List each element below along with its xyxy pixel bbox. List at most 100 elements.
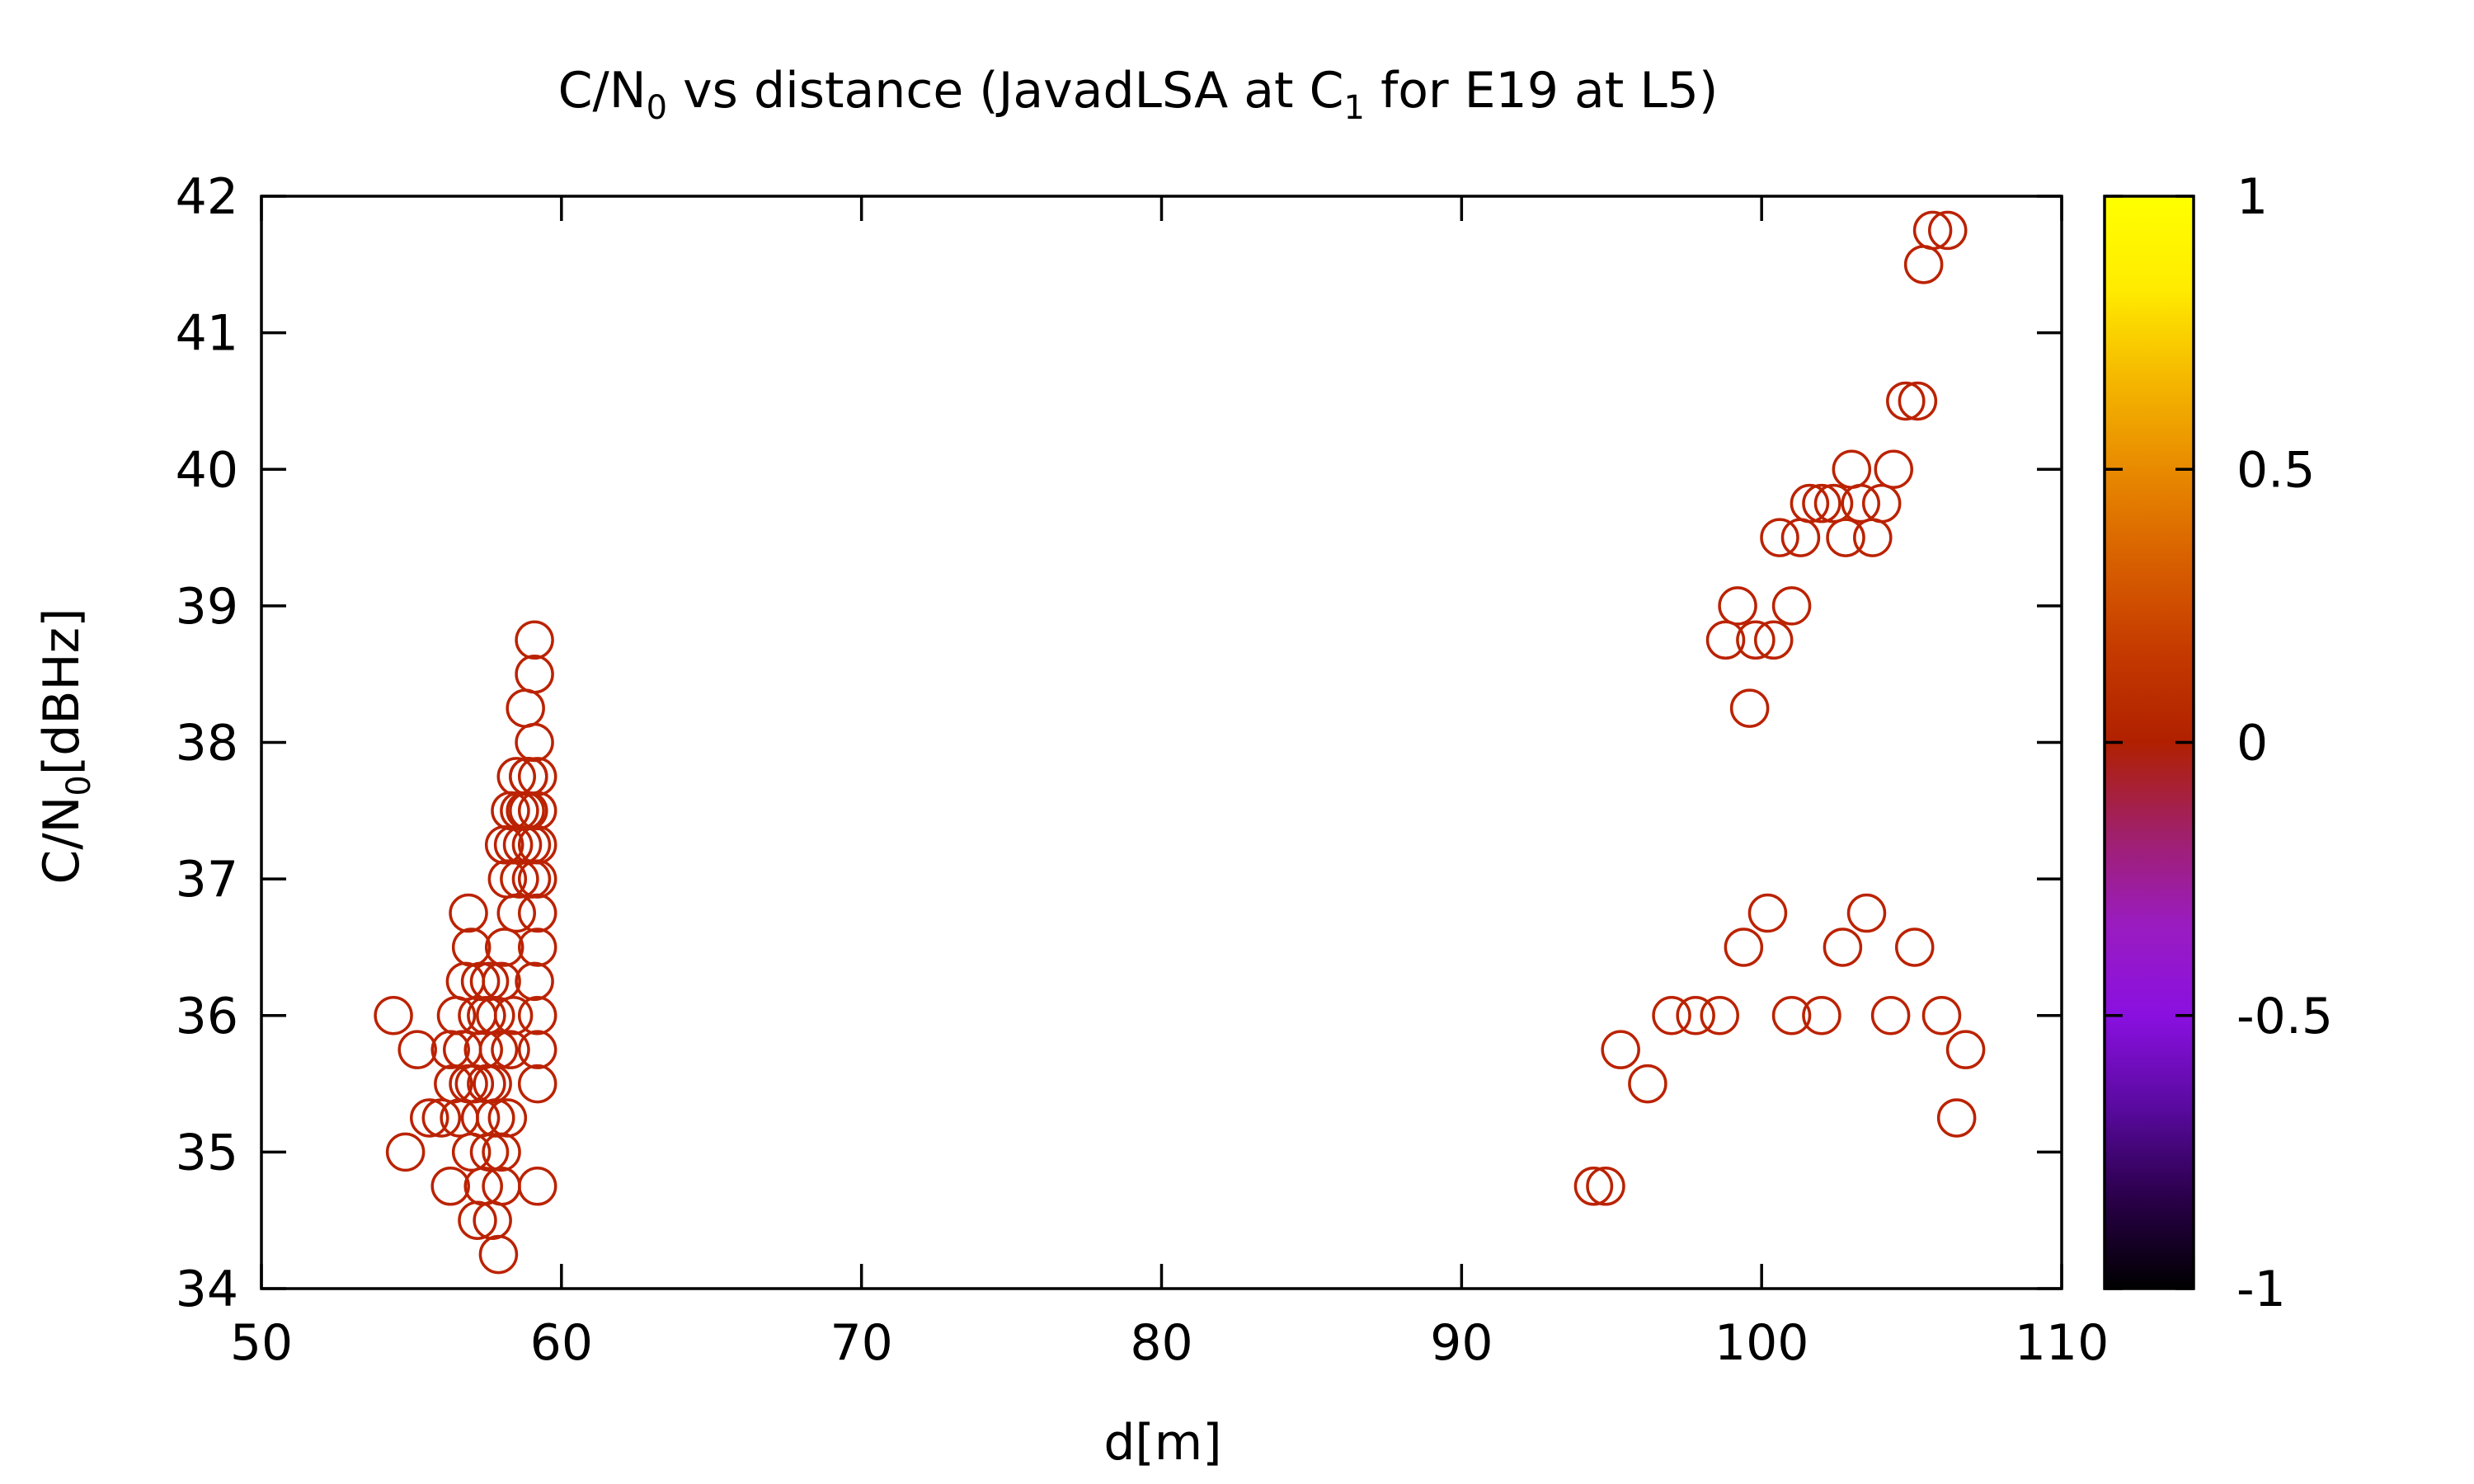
data-point xyxy=(517,757,557,796)
data-point xyxy=(1736,620,1776,660)
x-tick-label: 80 xyxy=(1130,1314,1192,1372)
text-part: for E19 at L5) xyxy=(1365,62,1718,120)
data-point xyxy=(517,996,557,1036)
x-axis-label: d[m] xyxy=(1103,1414,1221,1472)
data-point xyxy=(1700,996,1739,1036)
data-point xyxy=(517,1167,557,1206)
data-point xyxy=(1936,1098,1977,1138)
subscript-text: 0 xyxy=(647,89,667,127)
y-tick-label: 38 xyxy=(176,715,238,773)
data-point xyxy=(1945,1030,1986,1069)
data-point xyxy=(1894,928,1935,967)
data-point xyxy=(1874,449,1914,489)
colorbar-tick-label: 0.5 xyxy=(2236,441,2315,499)
data-point xyxy=(517,1064,557,1104)
data-point xyxy=(1753,620,1794,660)
subscript-text: 0 xyxy=(60,775,98,796)
data-point xyxy=(487,1098,528,1138)
data-point xyxy=(500,859,539,899)
data-point xyxy=(1628,1064,1667,1104)
x-axis-ticks: 50 60 70 80 90 100 110 xyxy=(230,196,2109,1372)
data-point xyxy=(496,893,537,933)
y-tick-label: 40 xyxy=(176,441,238,499)
y-tick-label: 37 xyxy=(176,851,238,909)
data-point xyxy=(515,620,554,660)
data-point xyxy=(1912,210,1953,251)
data-point xyxy=(374,996,413,1036)
colorbar-tick-label: 1 xyxy=(2236,168,2268,226)
data-point xyxy=(1790,483,1830,524)
data-point xyxy=(1898,381,1938,421)
data-point xyxy=(1724,928,1764,967)
data-point xyxy=(1823,928,1863,967)
subscript-text: 1 xyxy=(1344,89,1365,127)
data-point xyxy=(449,893,488,933)
data-point xyxy=(484,928,524,967)
data-point xyxy=(1652,996,1691,1036)
data-point xyxy=(1718,586,1757,626)
x-tick-label: 110 xyxy=(2015,1314,2109,1372)
data-point xyxy=(1771,996,1812,1036)
data-point xyxy=(421,1098,462,1138)
data-point xyxy=(1927,210,1968,251)
text-part: vs distance (JavadLSA at C xyxy=(667,62,1343,120)
data-point xyxy=(1886,381,1926,421)
data-point xyxy=(493,996,534,1036)
data-point xyxy=(482,961,521,1002)
data-point xyxy=(1747,893,1788,933)
y-tick-label: 39 xyxy=(176,578,238,636)
text-part: [dBHz] xyxy=(33,608,91,775)
data-point xyxy=(1601,1030,1640,1069)
data-point xyxy=(1813,483,1854,524)
data-point xyxy=(1676,996,1715,1036)
data-point xyxy=(1826,518,1865,557)
data-markers xyxy=(374,210,1986,1275)
data-point xyxy=(491,1030,530,1069)
text-part: C/N xyxy=(558,62,647,120)
x-tick-label: 100 xyxy=(1714,1314,1809,1372)
data-point xyxy=(517,824,557,865)
data-point xyxy=(409,1098,449,1138)
data-point xyxy=(1705,620,1746,660)
data-point xyxy=(1802,996,1841,1036)
data-point xyxy=(397,1030,437,1069)
colorbar-tick-label: 0 xyxy=(2236,715,2268,773)
data-point xyxy=(515,654,554,694)
y-tick-label: 34 xyxy=(176,1261,238,1318)
colorbar-ticks: -1 -0.5 0 0.5 1 xyxy=(2105,168,2333,1318)
colorbar-tick-label: -1 xyxy=(2236,1261,2286,1318)
data-point xyxy=(478,1234,519,1275)
y-tick-label: 35 xyxy=(176,1124,238,1181)
data-point xyxy=(517,928,557,967)
x-tick-label: 90 xyxy=(1430,1314,1493,1372)
data-point xyxy=(1802,483,1841,524)
y-tick-label: 42 xyxy=(176,168,238,226)
data-point xyxy=(1586,1167,1625,1206)
data-point xyxy=(1870,996,1911,1036)
y-tick-label: 36 xyxy=(176,988,238,1045)
data-point xyxy=(1846,893,1887,933)
data-point xyxy=(1771,586,1812,626)
text-part: C/N xyxy=(33,796,91,885)
data-point xyxy=(515,961,554,1002)
data-point xyxy=(509,757,548,796)
y-tick-label: 41 xyxy=(176,305,238,363)
data-point xyxy=(517,859,557,899)
y-axis-label: C/N0[dBHz] xyxy=(33,608,98,884)
data-point xyxy=(1921,996,1962,1036)
data-point xyxy=(517,893,557,933)
x-tick-label: 70 xyxy=(830,1314,892,1372)
data-point xyxy=(1861,483,1902,524)
colorbar-tick-label: -0.5 xyxy=(2236,988,2333,1045)
x-tick-label: 60 xyxy=(530,1314,593,1372)
x-tick-label: 50 xyxy=(230,1314,293,1372)
data-point xyxy=(1729,688,1770,728)
data-point xyxy=(478,1030,519,1069)
data-point xyxy=(1841,483,1880,524)
data-point xyxy=(517,1030,557,1069)
y-axis-ticks: 34 35 36 37 38 39 40 41 42 xyxy=(176,168,2062,1318)
data-point xyxy=(1573,1167,1614,1206)
data-point xyxy=(385,1132,426,1172)
